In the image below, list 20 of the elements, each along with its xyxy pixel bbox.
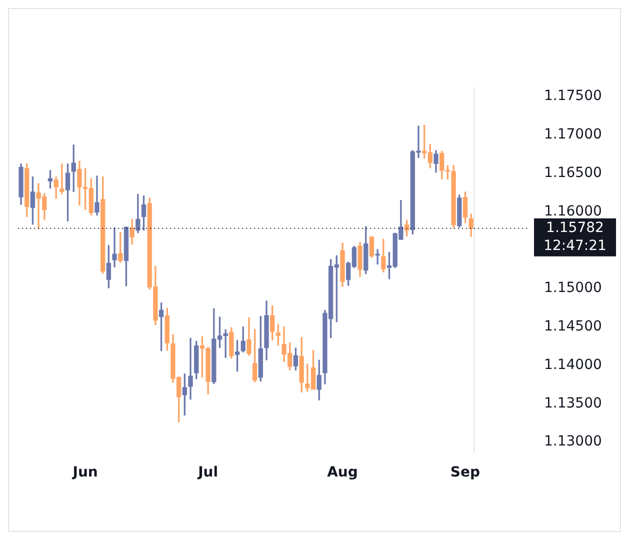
y-tick-label: 1.13500: [544, 395, 602, 412]
candlestick: [112, 228, 117, 268]
text: 12:47:21: [544, 238, 606, 254]
candlestick: [188, 338, 193, 400]
ref-line-label: 1.15782: [546, 220, 604, 236]
y-tick-label: 1.13000: [544, 434, 602, 450]
candlestick: [60, 164, 64, 194]
y-tick-label: 1.17500: [544, 88, 602, 104]
y-tick-label: 1.15000: [544, 280, 602, 296]
x-tick-label: Aug: [327, 464, 358, 481]
y-tick-label: 1.14000: [544, 356, 602, 373]
candlestick: [94, 176, 100, 216]
x-tick-label: Sep: [450, 464, 480, 481]
y-tick-label: 1.14500: [544, 318, 602, 334]
y-tick-label: 1.16000: [544, 203, 602, 220]
x-tick-label: Jun: [72, 464, 98, 481]
x-tick-label: Jul: [197, 464, 218, 481]
candlestick: [375, 249, 380, 264]
y-tick-label: 1.16500: [544, 164, 602, 181]
y-tick-label: 1.17000: [544, 126, 602, 142]
